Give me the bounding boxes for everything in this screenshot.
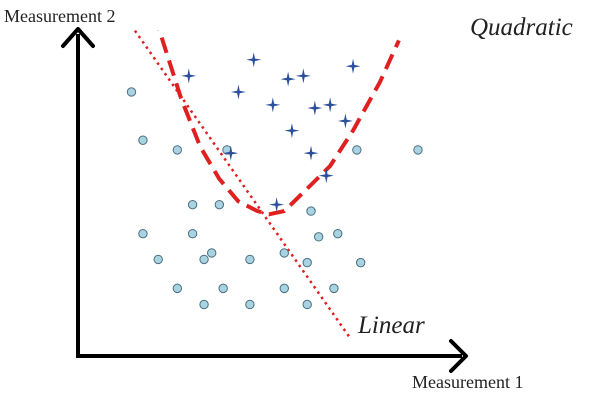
x-axis-label: Measurement 1 (412, 372, 524, 392)
star-point (230, 84, 246, 100)
circle-point (172, 145, 183, 155)
star-point (181, 68, 197, 84)
decision-boundaries (132, 30, 401, 338)
circle-point (279, 283, 289, 294)
star-point (322, 97, 338, 113)
y-axis-label: Measurement 2 (4, 6, 116, 26)
star-point (284, 123, 300, 139)
circle-point (302, 257, 312, 268)
data-points (126, 52, 423, 310)
star-point (280, 71, 296, 87)
circle-point (207, 248, 217, 258)
circle-point (199, 254, 209, 265)
circle-point (245, 299, 255, 310)
circle-point (218, 283, 228, 294)
circle-point (153, 254, 163, 265)
linear-boundary-line (132, 30, 351, 338)
star-point (269, 197, 285, 213)
star-point (345, 58, 361, 74)
circle-point (329, 283, 339, 294)
circle-point (279, 248, 289, 258)
circle-point (333, 228, 343, 239)
star-point (337, 113, 353, 129)
star-point (295, 68, 311, 84)
star-point (265, 97, 281, 113)
star-point (223, 145, 239, 161)
circle-point (138, 228, 148, 239)
x-axis-arrowhead (449, 339, 468, 373)
circle-point (355, 257, 366, 268)
star-point (307, 100, 323, 116)
circle-point (214, 199, 225, 210)
circle-point (126, 87, 137, 97)
circle-point (413, 145, 423, 155)
circle-point (199, 299, 209, 310)
quadratic-boundary-line (157, 30, 401, 217)
y-axis-arrowhead (61, 27, 95, 48)
linear-boundary-label: Linear (358, 312, 425, 339)
circle-point (313, 232, 324, 242)
circle-point (306, 206, 316, 216)
circle-point (138, 135, 148, 145)
circle-point (187, 228, 198, 239)
circle-point (187, 199, 198, 210)
star-point (246, 52, 262, 68)
star-point (318, 168, 334, 184)
star-point (303, 145, 319, 161)
circle-point (302, 299, 312, 310)
circle-point (352, 145, 362, 155)
circle-point (172, 283, 183, 294)
circle-point (245, 254, 255, 265)
axes (61, 27, 468, 373)
quadratic-boundary-label: Quadratic (470, 14, 573, 41)
